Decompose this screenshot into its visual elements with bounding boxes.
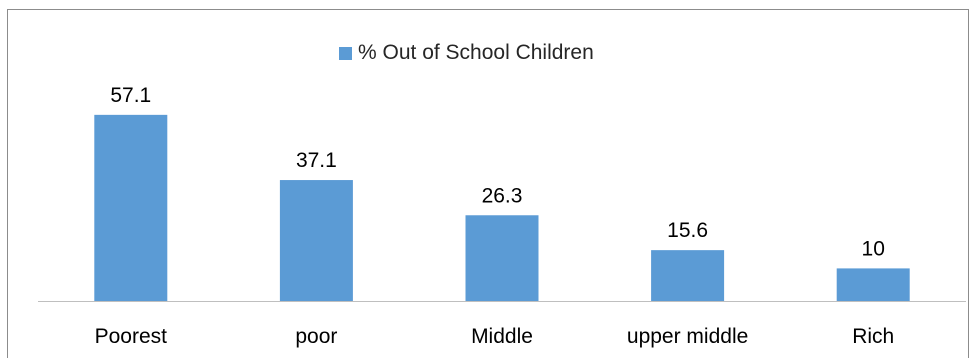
- data-label: 15.6: [667, 219, 708, 242]
- data-label: 26.3: [482, 184, 523, 207]
- bar: [651, 250, 725, 301]
- category-label: poor: [295, 325, 337, 348]
- category-label: Poorest: [95, 325, 168, 348]
- bar: [94, 114, 168, 301]
- data-label: 57.1: [110, 84, 151, 107]
- legend: % Out of School Children: [339, 41, 594, 65]
- data-label: 10: [862, 237, 885, 260]
- bar: [279, 180, 353, 301]
- category-label: upper middle: [627, 325, 748, 348]
- legend-swatch: [339, 46, 352, 60]
- category-label: Rich: [852, 325, 894, 348]
- legend-label: % Out of School Children: [358, 41, 594, 64]
- bar: [465, 215, 539, 301]
- data-label: 37.1: [296, 149, 337, 172]
- category-label: Middle: [471, 325, 533, 348]
- bar: [836, 268, 910, 301]
